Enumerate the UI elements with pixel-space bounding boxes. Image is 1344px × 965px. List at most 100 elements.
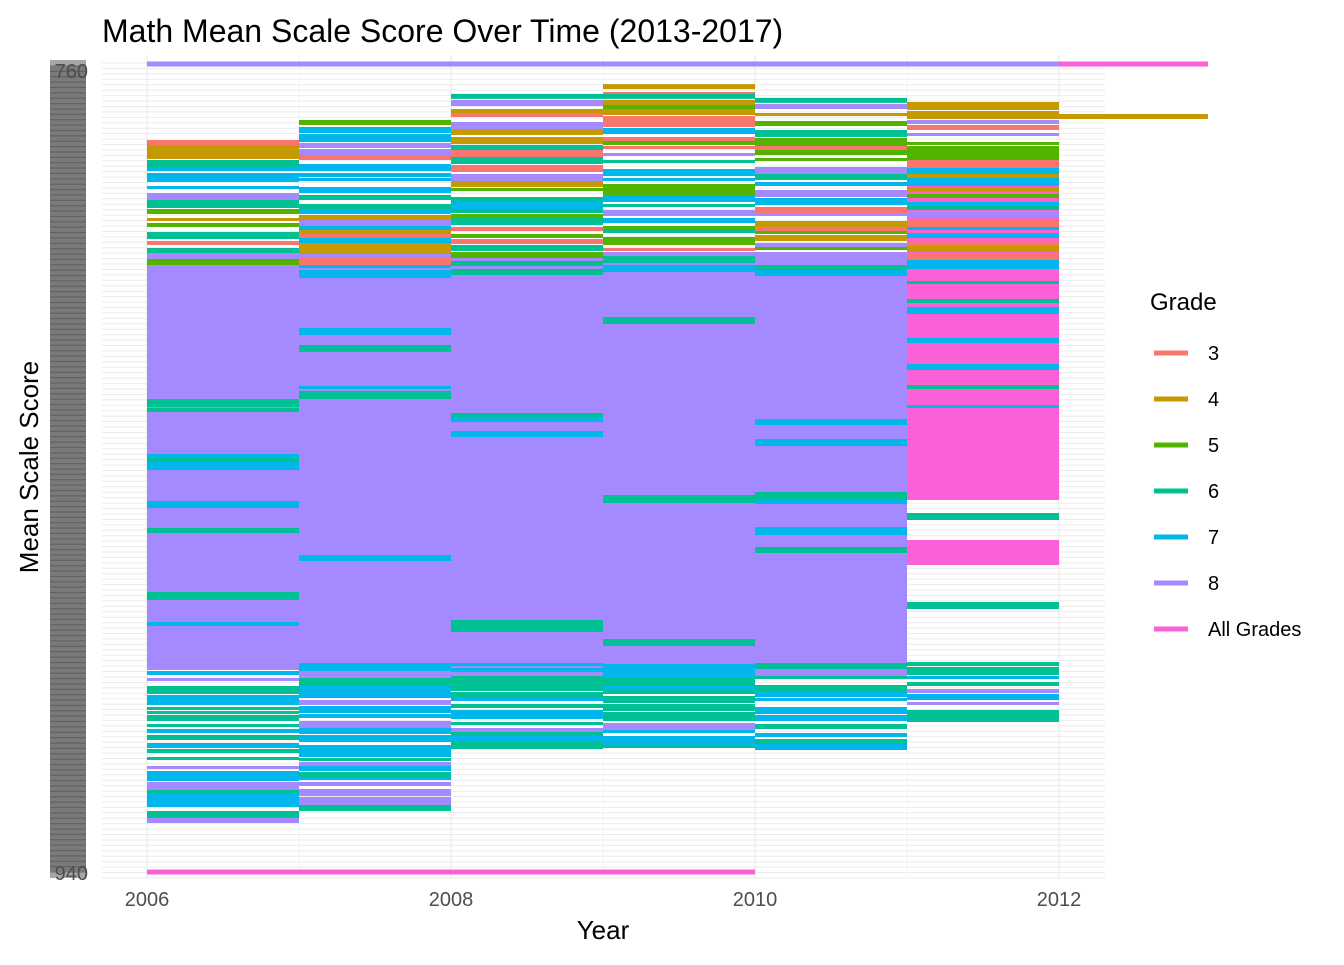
series-6-segment (603, 230, 755, 233)
series-4-segment (907, 187, 1059, 192)
series-4-segment (907, 174, 1059, 179)
series-7-segment (299, 238, 451, 246)
series-7-segment (299, 766, 451, 771)
series-6-segment (603, 704, 755, 711)
series-6-segment (451, 620, 603, 628)
series-3-segment (755, 227, 907, 233)
series-6-segment (755, 663, 907, 671)
series-6-segment (755, 676, 907, 679)
series-6-segment (299, 805, 451, 811)
legend: 3 4 5 6 7 8 All Grades (1154, 343, 1301, 641)
series-6-segment (147, 811, 299, 818)
series-6-segment (451, 197, 603, 205)
series-7-segment (451, 668, 603, 674)
series-7-segment (299, 173, 451, 177)
series-8-segment (299, 220, 451, 227)
chart-title: Math Mean Scale Score Over Time (2013-20… (102, 13, 783, 49)
series-3-segment (907, 125, 1059, 130)
series-7-segment (451, 202, 603, 210)
series-7-segment (603, 671, 755, 678)
series-6-segment (451, 157, 603, 164)
series-6-segment (147, 686, 299, 694)
series-6-segment (755, 492, 907, 500)
series-7-segment (755, 691, 907, 697)
series-7-segment (451, 698, 603, 701)
series-5-segment (907, 194, 1059, 198)
series-7-segment (755, 698, 907, 701)
series-5-segment (147, 223, 299, 227)
series-6-segment (907, 299, 1059, 303)
series-5-segment (603, 105, 755, 109)
series-7-segment (907, 202, 1059, 207)
series-7-segment (299, 187, 451, 193)
series-4-segment (451, 129, 603, 135)
series-7-segment (755, 527, 907, 535)
series-4-segment (603, 100, 755, 105)
series-6-segment (907, 206, 1059, 210)
series-6-segment (299, 204, 451, 212)
series-6-segment (603, 745, 755, 748)
series-7-segment (603, 218, 755, 223)
series-3-segment (299, 234, 451, 239)
series-7-segment (907, 405, 1059, 408)
series-7-segment (451, 710, 603, 715)
series-6-segment (147, 200, 299, 208)
series-6-segment (299, 758, 451, 761)
series-6-segment (451, 413, 603, 420)
series-8-segment (603, 210, 755, 216)
series-6-segment (755, 685, 907, 692)
series-6-segment (147, 399, 299, 407)
series-6-segment (603, 317, 755, 324)
data-layer (147, 61, 1208, 875)
series-6-segment (603, 712, 755, 719)
series-7-segment (755, 270, 907, 276)
series-7-segment (603, 178, 755, 181)
legend-label: 3 (1208, 343, 1219, 365)
series-3-segment (603, 248, 755, 251)
series-7-segment (603, 730, 755, 733)
series-6-segment (907, 662, 1059, 666)
series-7-segment (299, 686, 451, 692)
series-4-segment (147, 145, 299, 152)
series-6-segment (147, 592, 299, 600)
series-7-segment (299, 739, 451, 742)
y-axis-label: Mean Scale Score (14, 361, 44, 573)
series-3-segment (755, 146, 907, 152)
series-6-segment (755, 174, 907, 180)
series-7-segment (603, 740, 755, 746)
series-7-segment (907, 364, 1059, 370)
series-6-segment (907, 281, 1059, 284)
series-7-segment (299, 164, 451, 171)
series-6-segment (755, 547, 907, 553)
series-6-segment (147, 735, 299, 740)
series-5-segment (907, 142, 1059, 145)
series-8-segment (299, 782, 451, 786)
series-8-segment (147, 766, 299, 769)
series-3-segment (451, 239, 603, 244)
series-6-segment (755, 724, 907, 729)
series-6-segment (603, 678, 755, 686)
series-5-segment (603, 226, 755, 232)
series-7-segment (147, 177, 299, 182)
series-7-segment (147, 802, 299, 807)
series-6-segment (147, 715, 299, 721)
series-5-segment (147, 209, 299, 214)
y-tick-label-bottom: 940 (55, 863, 88, 885)
series-8-segment (451, 122, 603, 129)
series-6-segment (603, 256, 755, 263)
series-5-segment (451, 234, 603, 238)
series-6-segment (147, 232, 299, 239)
series-7-segment (299, 728, 451, 734)
series-5-segment (603, 184, 755, 188)
series-7-segment (451, 714, 603, 719)
series-7-segment (755, 707, 907, 714)
series-8-segment (299, 721, 451, 729)
series-8-segment (907, 689, 1059, 693)
series-8-segment (755, 104, 907, 109)
series-8-segment (299, 149, 451, 157)
series-8-segment (147, 253, 299, 256)
series-7-segment (907, 694, 1059, 700)
series-7-segment (451, 431, 603, 437)
series-7-segment (603, 169, 755, 176)
